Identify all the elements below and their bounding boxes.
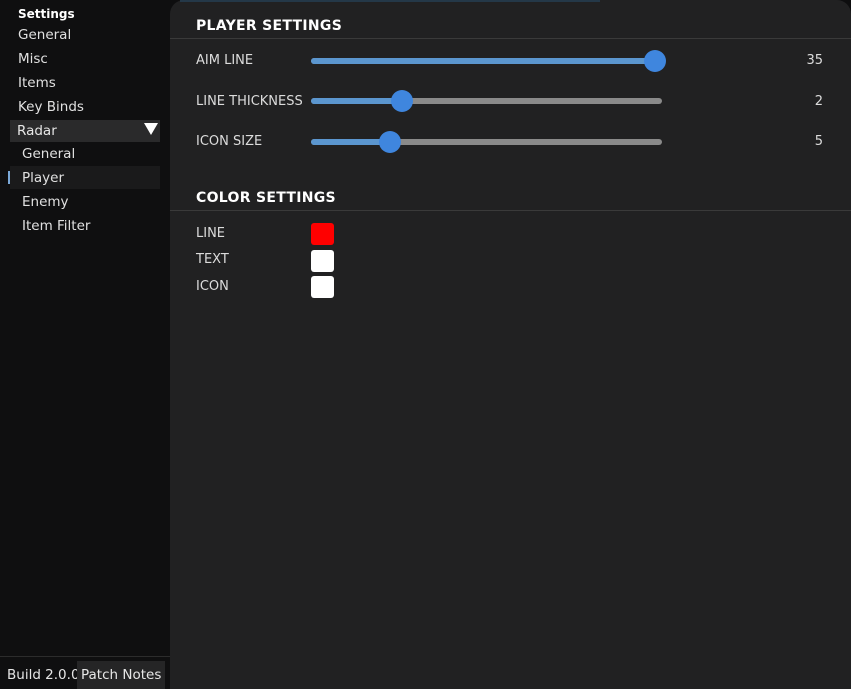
slider-fill	[311, 139, 390, 145]
player-settings-title: PLAYER SETTINGS	[196, 18, 343, 34]
slider-thumb[interactable]	[391, 90, 414, 112]
sidebar-item-general[interactable]: General	[18, 27, 72, 43]
line-thickness-label: LINE THICKNESS	[196, 94, 303, 109]
icon-color-label: ICON	[196, 279, 229, 294]
sidebar-title: Settings	[18, 7, 75, 21]
icon-size-slider[interactable]	[311, 131, 662, 153]
sidebar-subitem-general[interactable]: General	[22, 146, 76, 162]
slider-thumb[interactable]	[643, 50, 666, 72]
sidebar-item-misc[interactable]: Misc	[18, 51, 48, 67]
icon-size-label: ICON SIZE	[196, 134, 263, 149]
radar-dropdown-label: Radar	[17, 123, 57, 139]
sidebar-subitem-player[interactable]: Player	[22, 170, 65, 186]
line-color-label: LINE	[196, 226, 226, 241]
build-version: Build 2.0.0	[7, 667, 80, 683]
active-item-highlight	[10, 166, 160, 189]
top-accent-line	[180, 0, 600, 2]
line-thickness-value: 2	[814, 94, 823, 109]
aim-line-value: 35	[806, 53, 823, 68]
divider	[170, 210, 851, 211]
color-settings-title: COLOR SETTINGS	[196, 190, 336, 206]
aim-line-slider[interactable]	[311, 50, 666, 72]
aim-line-label: AIM LINE	[196, 53, 254, 68]
text-color-swatch[interactable]	[311, 250, 334, 272]
sidebar: Settings General Misc Items Key Binds Ra…	[0, 0, 170, 689]
radar-dropdown[interactable]: Radar	[10, 120, 160, 142]
slider-fill	[311, 58, 655, 64]
triangle-down-icon	[144, 123, 158, 135]
patch-notes-button[interactable]: Patch Notes	[77, 661, 166, 689]
slider-fill	[311, 98, 403, 104]
icon-size-value: 5	[814, 134, 823, 149]
sidebar-item-items[interactable]: Items	[18, 75, 56, 91]
line-color-swatch[interactable]	[311, 223, 334, 245]
sidebar-subitem-item-filter[interactable]: Item Filter	[22, 218, 91, 234]
line-thickness-slider[interactable]	[311, 90, 662, 112]
main-panel: PLAYER SETTINGS AIM LINE 35 LINE THICKNE…	[170, 0, 851, 689]
sidebar-item-key-binds[interactable]: Key Binds	[18, 99, 84, 115]
icon-color-swatch[interactable]	[311, 276, 334, 298]
divider	[170, 38, 851, 39]
slider-thumb[interactable]	[378, 131, 401, 153]
text-color-label: TEXT	[196, 252, 229, 267]
footer-divider	[0, 656, 170, 657]
active-item-indicator	[8, 171, 10, 184]
sidebar-subitem-enemy[interactable]: Enemy	[22, 194, 69, 210]
